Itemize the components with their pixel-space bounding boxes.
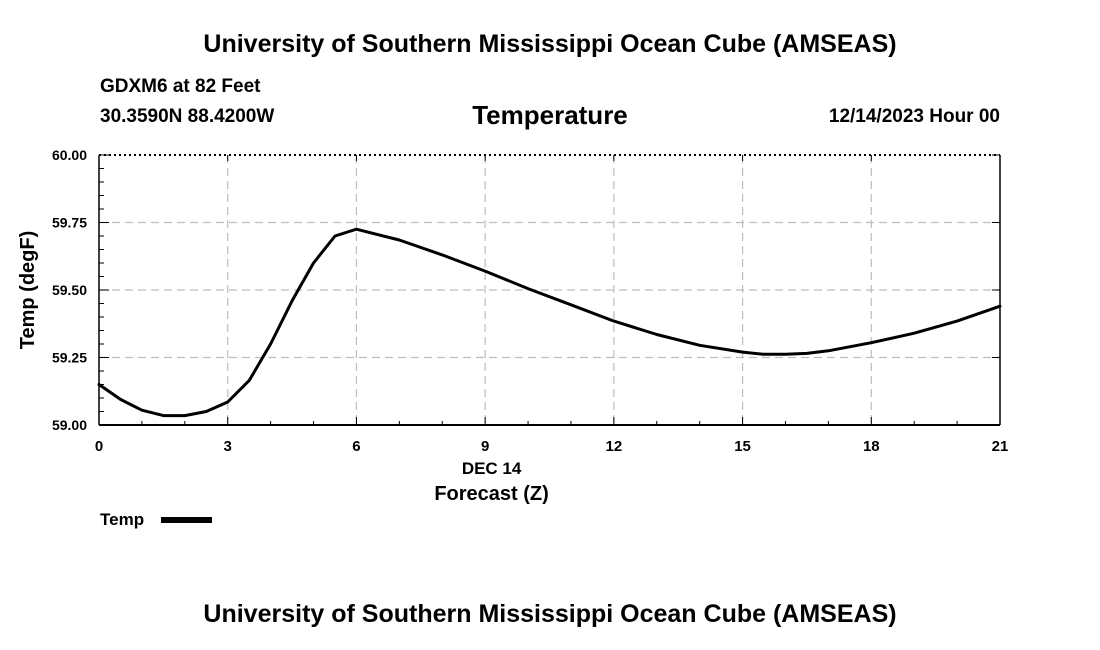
x-tick-label: 3 bbox=[224, 438, 232, 455]
y-axis-label: Temp (degF) bbox=[17, 231, 39, 350]
x-tick-label: 21 bbox=[992, 438, 1009, 455]
coordinates-label: 30.3590N 88.4200W bbox=[100, 106, 275, 127]
x-tick-label: 18 bbox=[863, 438, 880, 455]
y-tick-label: 59.50 bbox=[52, 282, 87, 298]
y-tick-label: 59.75 bbox=[52, 215, 87, 231]
x-tick-label: 6 bbox=[352, 438, 360, 455]
x-axis-label: Forecast (Z) bbox=[434, 483, 548, 505]
forecast-datetime: 12/14/2023 Hour 00 bbox=[828, 106, 1000, 127]
x-tick-label: 9 bbox=[481, 438, 489, 455]
page-title-bottom: University of Southern Mississippi Ocean… bbox=[203, 600, 897, 628]
station-label: GDXM6 at 82 Feet bbox=[100, 76, 261, 97]
y-tick-label: 60.00 bbox=[52, 147, 87, 163]
x-tick-label: 15 bbox=[734, 438, 751, 455]
temp-series-line bbox=[97, 227, 1002, 418]
y-tick-label: 59.00 bbox=[52, 417, 87, 433]
y-tick-label: 59.25 bbox=[52, 350, 87, 366]
x-tick-label: 0 bbox=[95, 438, 103, 455]
page-title-top: University of Southern Mississippi Ocean… bbox=[203, 30, 897, 58]
chart-title: Temperature bbox=[472, 100, 628, 130]
x-tick-label: 12 bbox=[606, 438, 623, 455]
legend-label: Temp bbox=[100, 510, 144, 529]
x-axis-date-label: DEC 14 bbox=[462, 459, 522, 478]
